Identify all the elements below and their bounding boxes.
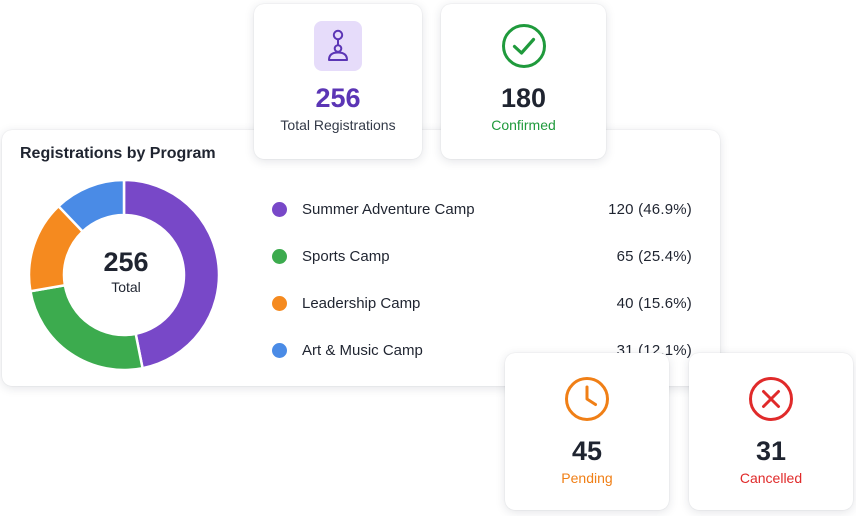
legend-dot	[272, 296, 287, 311]
total-registrations-value: 256	[315, 83, 361, 113]
legend-item-summer-adventure-camp[interactable]: Summer Adventure Camp 120 (46.9%)	[272, 186, 692, 233]
legend-name: Art & Music Camp	[302, 342, 423, 359]
icon-tile	[314, 21, 362, 71]
total-registrations-card[interactable]: 256 Total Registrations	[254, 4, 422, 159]
donut-total-value: 256	[103, 247, 149, 277]
legend-name: Summer Adventure Camp	[302, 201, 475, 218]
donut-slice-art-music-camp[interactable]	[57, 180, 126, 233]
confirmed-card[interactable]: 180 Confirmed	[441, 4, 606, 159]
cancelled-icon-wrapper	[747, 375, 795, 423]
clock-icon	[565, 377, 609, 421]
legend-item-sports-camp[interactable]: Sports Camp 65 (25.4%)	[272, 233, 692, 280]
pending-value: 45	[571, 436, 603, 466]
cancelled-label: Cancelled	[739, 470, 803, 486]
confirmed-value: 180	[500, 83, 547, 113]
legend-count: 65 (25.4%)	[616, 248, 692, 265]
legend-dot	[272, 343, 287, 358]
donut-center: 256 Total	[26, 180, 226, 370]
registrations-by-program-card: Registrations by Program 256 Total Summe…	[2, 130, 720, 386]
pending-icon-wrapper	[563, 375, 611, 423]
legend-dot	[272, 249, 287, 264]
confirmed-icon-wrapper	[500, 22, 548, 70]
x-circle-icon	[749, 377, 793, 421]
total-icon-wrapper	[314, 21, 362, 71]
chart-title: Registrations by Program	[20, 145, 216, 162]
pending-label: Pending	[561, 470, 613, 486]
legend-count: 120 (46.9%)	[608, 201, 692, 218]
legend-count: 40 (15.6%)	[616, 295, 692, 312]
donut-total-label: Total	[111, 279, 141, 295]
pending-card[interactable]: 45 Pending	[505, 353, 669, 510]
person-pin-icon	[328, 29, 348, 61]
donut-slice-summer-adventure-camp[interactable]	[122, 180, 221, 370]
legend-name: Sports Camp	[302, 248, 390, 265]
confirmed-label: Confirmed	[491, 117, 556, 133]
program-legend: Summer Adventure Camp 120 (46.9%) Sports…	[272, 186, 692, 374]
cancelled-card[interactable]: 31 Cancelled	[689, 353, 853, 510]
legend-dot	[272, 202, 287, 217]
total-registrations-label: Total Registrations	[280, 117, 396, 133]
cancelled-value: 31	[755, 436, 787, 466]
legend-item-leadership-camp[interactable]: Leadership Camp 40 (15.6%)	[272, 280, 692, 327]
check-circle-icon	[501, 24, 546, 68]
program-donut-chart	[27, 180, 221, 370]
legend-name: Leadership Camp	[302, 295, 421, 312]
